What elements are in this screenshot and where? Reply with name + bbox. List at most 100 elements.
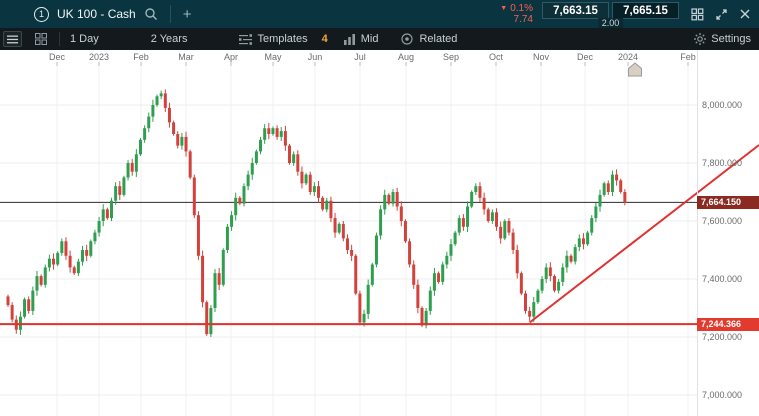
settings-button[interactable]: Settings <box>694 33 751 45</box>
candle-body <box>221 250 225 285</box>
candle-body <box>528 310 532 317</box>
mid-price-toggle[interactable]: Mid <box>343 33 379 45</box>
candle-body <box>97 221 101 233</box>
annotation-marker-icon[interactable] <box>628 62 642 77</box>
menu-button[interactable] <box>3 31 22 47</box>
candle-body <box>10 305 14 320</box>
candle-body <box>461 218 465 227</box>
candle-body <box>416 284 420 308</box>
price-chart[interactable] <box>0 50 759 416</box>
candle-body <box>122 177 126 195</box>
candle-body <box>56 252 60 265</box>
mid-label: Mid <box>360 33 379 45</box>
candle-body <box>586 232 590 245</box>
change-points: 7.74 <box>513 14 533 25</box>
candle-body <box>76 261 80 274</box>
x-axis-label: Feb <box>133 52 149 62</box>
search-icon[interactable] <box>144 7 158 21</box>
candle-body <box>345 238 349 250</box>
candle-body <box>130 163 134 172</box>
candle-body <box>31 290 35 311</box>
sell-price-button[interactable]: 7,663.15 <box>542 2 609 19</box>
candle-body <box>292 154 296 163</box>
candle-body <box>412 264 416 285</box>
templates-icon <box>239 33 253 45</box>
range-selector[interactable]: 2 Years <box>151 33 188 45</box>
template-count-badge[interactable]: 4 <box>321 33 328 45</box>
candle-body <box>424 310 428 326</box>
candle-body <box>167 107 171 123</box>
candle-body <box>544 267 548 279</box>
candle-body <box>81 250 85 262</box>
trendline-drawing[interactable] <box>529 144 759 324</box>
candle-body <box>60 241 64 253</box>
candle-body <box>155 96 159 105</box>
instrument-title: UK 100 - Cash <box>57 7 136 21</box>
candle-body <box>304 174 308 184</box>
bar-chart-icon <box>343 33 355 45</box>
candle-body <box>515 250 519 274</box>
candle-body <box>184 136 188 152</box>
interval-selector[interactable]: 1 Day <box>70 33 99 45</box>
candle-body <box>470 192 474 207</box>
candle-body <box>329 200 333 219</box>
candle-body <box>350 250 354 256</box>
expand-icon[interactable] <box>715 8 728 21</box>
hamburger-icon <box>7 35 18 43</box>
candle-body <box>490 212 494 221</box>
candle-body <box>565 255 569 268</box>
candle-body <box>188 151 192 178</box>
candle-body <box>254 151 258 163</box>
templates-button[interactable]: Templates <box>239 33 308 45</box>
candle-body <box>163 93 167 108</box>
candle-body <box>478 186 482 198</box>
candle-body <box>217 273 221 285</box>
chart-number-badge: 1 <box>34 6 49 22</box>
candle-body <box>499 226 503 239</box>
candle-body <box>263 128 267 140</box>
x-axis-label: 2023 <box>88 52 110 62</box>
candle-body <box>312 186 316 192</box>
candle-body <box>246 174 250 187</box>
candle-body <box>619 180 623 192</box>
candle-body <box>333 218 337 233</box>
candle-body <box>503 221 507 239</box>
related-markets-button[interactable]: Related <box>400 33 457 45</box>
candle-body <box>428 290 432 311</box>
close-icon[interactable] <box>739 8 751 20</box>
candle-body <box>114 186 118 201</box>
candle-body <box>159 93 163 97</box>
y-axis-label: 8,000.000 <box>702 100 743 110</box>
down-triangle-icon: ▼ <box>500 5 508 12</box>
candle-body <box>238 197 242 204</box>
candle-body <box>143 128 147 140</box>
candle-body <box>134 154 138 172</box>
add-chart-tab-button[interactable]: + <box>182 5 192 23</box>
candle-body <box>101 209 105 221</box>
x-axis-label: Oct <box>488 52 504 62</box>
apps-grid-icon[interactable] <box>691 7 704 21</box>
candle-body <box>209 308 213 335</box>
candle-body <box>561 267 565 282</box>
candle-body <box>176 134 180 146</box>
x-axis-label: Dec <box>576 52 594 62</box>
candle-body <box>242 186 246 204</box>
price-change: ▼ 0.1% 7.74 <box>500 3 533 25</box>
candle-body <box>308 174 312 192</box>
candle-body <box>437 273 441 282</box>
candle-body <box>370 264 374 285</box>
y-axis-label: 7,000.000 <box>702 390 743 400</box>
buy-price-button[interactable]: 7,665.15 <box>612 2 679 19</box>
candle-body <box>105 209 109 219</box>
candle-body <box>573 247 577 262</box>
candle-body <box>387 194 391 204</box>
gear-icon <box>694 33 707 45</box>
candle-body <box>279 131 283 137</box>
candle-body <box>524 293 527 311</box>
candle-body <box>205 302 209 335</box>
candle-body <box>590 218 594 233</box>
layout-grid-icon[interactable] <box>35 33 47 45</box>
chart-number: 1 <box>38 9 44 19</box>
candle-body <box>68 255 72 268</box>
current-price-tag: 7,664.150 <box>697 195 759 209</box>
